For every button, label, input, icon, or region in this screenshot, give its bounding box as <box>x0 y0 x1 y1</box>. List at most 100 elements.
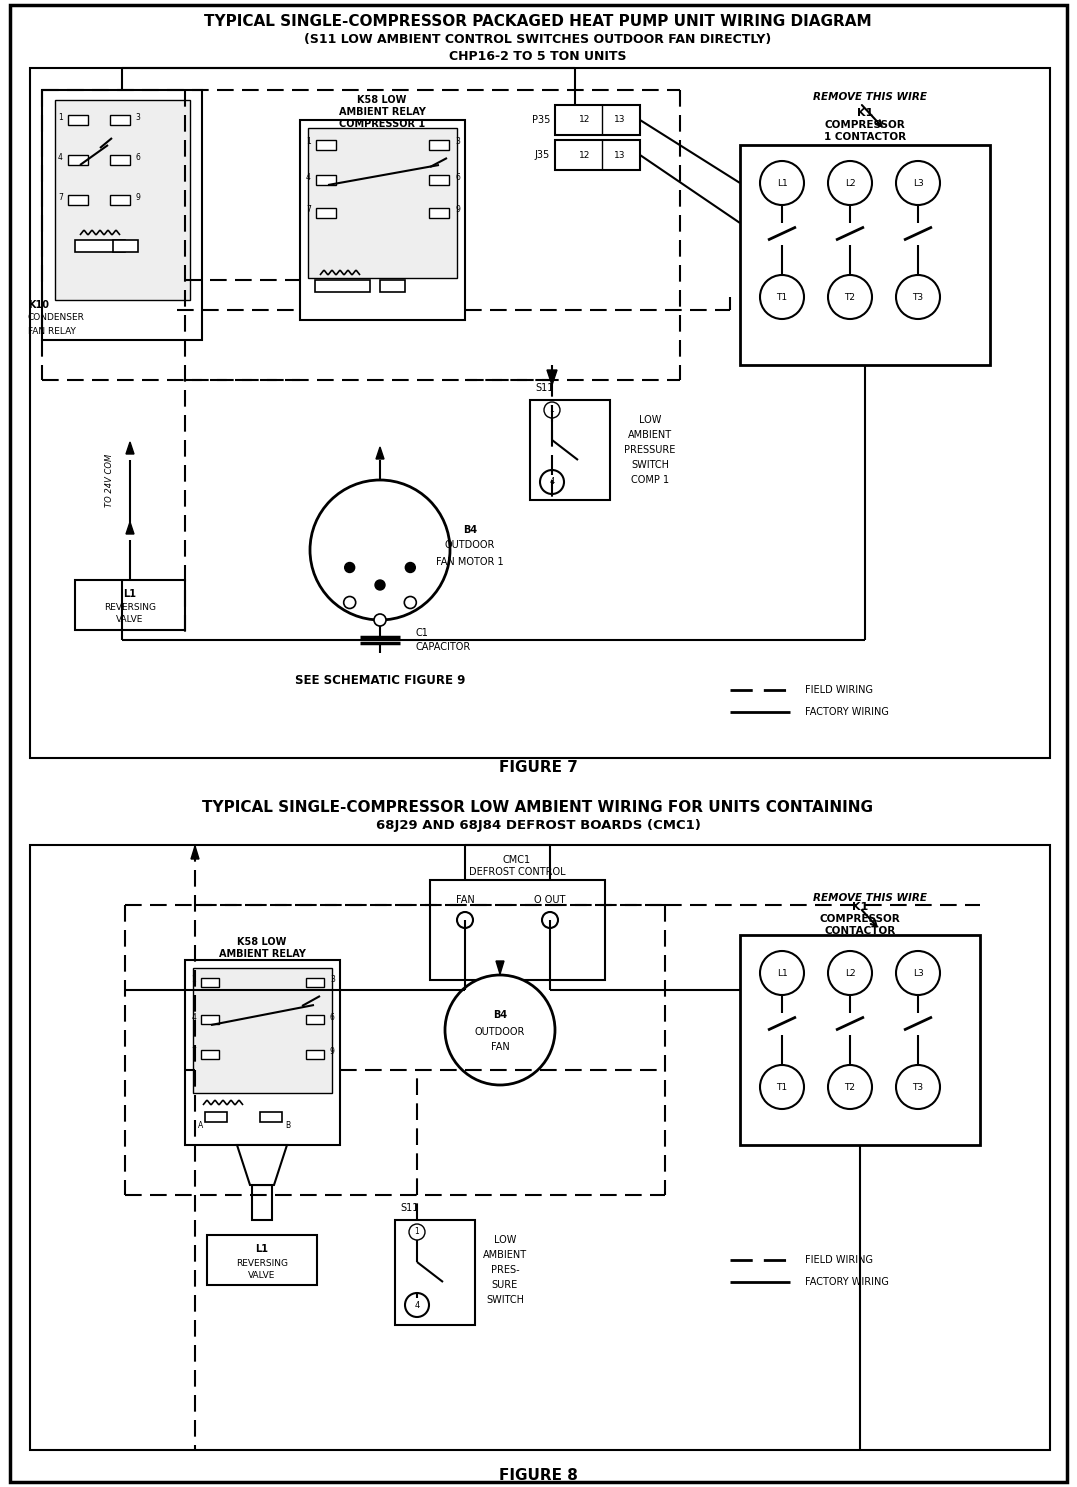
Bar <box>316 208 336 219</box>
Text: L3: L3 <box>912 178 923 187</box>
Text: T3: T3 <box>912 1083 924 1091</box>
Text: L1: L1 <box>124 589 137 599</box>
Bar <box>395 1219 475 1325</box>
Text: T2: T2 <box>844 293 855 302</box>
Text: T1: T1 <box>777 293 787 302</box>
Circle shape <box>896 275 940 320</box>
Circle shape <box>409 1224 425 1240</box>
Text: 3: 3 <box>330 975 335 984</box>
Bar <box>429 175 449 184</box>
Text: 7: 7 <box>306 205 311 214</box>
Text: FACTORY WIRING: FACTORY WIRING <box>805 1277 889 1288</box>
Circle shape <box>540 470 564 494</box>
Text: 1: 1 <box>58 113 62 122</box>
Text: COMPRESSOR: COMPRESSOR <box>820 915 900 923</box>
Circle shape <box>457 912 473 928</box>
Text: O OUT: O OUT <box>534 895 565 906</box>
Text: K1: K1 <box>857 109 873 117</box>
Bar <box>68 195 88 205</box>
Text: PRES-: PRES- <box>491 1265 519 1274</box>
Text: 3: 3 <box>454 137 460 147</box>
Text: SWITCH: SWITCH <box>486 1295 524 1306</box>
Bar <box>252 1185 272 1219</box>
Bar <box>42 91 202 341</box>
Text: CHP16-2 TO 5 TON UNITS: CHP16-2 TO 5 TON UNITS <box>449 49 627 62</box>
Text: B4: B4 <box>493 1010 507 1020</box>
Bar <box>110 114 130 125</box>
Text: K58 LOW: K58 LOW <box>237 937 286 947</box>
Bar <box>429 140 449 150</box>
Bar <box>75 580 185 630</box>
Bar <box>429 208 449 219</box>
Circle shape <box>760 952 805 995</box>
Circle shape <box>828 275 872 320</box>
Bar <box>201 1050 219 1059</box>
Circle shape <box>345 562 354 572</box>
Bar <box>530 400 610 500</box>
Bar <box>201 978 219 987</box>
Bar <box>55 100 190 300</box>
Circle shape <box>760 1065 805 1109</box>
Bar <box>306 978 324 987</box>
Text: 6: 6 <box>454 172 460 181</box>
Text: DEFROST CONTROL: DEFROST CONTROL <box>468 867 565 877</box>
Bar <box>201 1016 219 1025</box>
Text: J35: J35 <box>535 150 550 161</box>
Bar <box>314 280 370 291</box>
Text: T3: T3 <box>912 293 924 302</box>
Text: A: A <box>198 1121 202 1130</box>
Text: T2: T2 <box>844 1083 855 1091</box>
Text: 1: 1 <box>192 975 196 984</box>
Polygon shape <box>237 1145 286 1185</box>
Bar <box>260 1112 282 1123</box>
Polygon shape <box>191 846 199 859</box>
Text: 1: 1 <box>415 1227 419 1237</box>
Circle shape <box>896 952 940 995</box>
Bar <box>430 880 605 980</box>
Polygon shape <box>496 961 504 974</box>
Text: L3: L3 <box>912 968 923 977</box>
Bar <box>205 1112 227 1123</box>
Polygon shape <box>547 370 557 385</box>
Text: COMPRESSOR: COMPRESSOR <box>825 120 906 129</box>
Text: AMBIENT RELAY: AMBIENT RELAY <box>219 949 306 959</box>
Text: REVERSING: REVERSING <box>236 1258 288 1267</box>
Text: 68J29 AND 68J84 DEFROST BOARDS (CMC1): 68J29 AND 68J84 DEFROST BOARDS (CMC1) <box>376 819 700 833</box>
Polygon shape <box>126 442 134 454</box>
Text: L2: L2 <box>844 968 855 977</box>
Circle shape <box>896 161 940 205</box>
Text: 9: 9 <box>330 1047 335 1056</box>
Text: OUTDOOR: OUTDOOR <box>475 1028 526 1036</box>
Text: 4: 4 <box>306 172 311 181</box>
Text: 12: 12 <box>579 116 590 125</box>
Bar <box>30 68 1050 758</box>
Text: TYPICAL SINGLE-COMPRESSOR LOW AMBIENT WIRING FOR UNITS CONTAINING: TYPICAL SINGLE-COMPRESSOR LOW AMBIENT WI… <box>202 800 873 815</box>
Text: FAN RELAY: FAN RELAY <box>28 327 75 336</box>
Text: 4: 4 <box>191 1013 196 1022</box>
Text: SWITCH: SWITCH <box>631 459 669 470</box>
Text: 1: 1 <box>306 137 311 147</box>
Text: 9: 9 <box>454 205 460 214</box>
Text: OUTDOOR: OUTDOOR <box>445 540 495 550</box>
Bar <box>113 239 138 251</box>
Text: COMPRESSOR 1: COMPRESSOR 1 <box>339 119 425 129</box>
Circle shape <box>405 1294 429 1317</box>
Text: SURE: SURE <box>492 1280 518 1291</box>
Circle shape <box>375 580 384 590</box>
Bar <box>380 280 405 291</box>
Text: LOW: LOW <box>494 1236 516 1245</box>
Text: CMC1: CMC1 <box>503 855 531 865</box>
Circle shape <box>404 596 417 608</box>
Text: S11: S11 <box>535 384 554 393</box>
Polygon shape <box>376 448 384 459</box>
Text: FAN: FAN <box>491 1042 509 1051</box>
Circle shape <box>544 401 560 418</box>
Text: (S11 LOW AMBIENT CONTROL SWITCHES OUTDOOR FAN DIRECTLY): (S11 LOW AMBIENT CONTROL SWITCHES OUTDOO… <box>305 34 771 46</box>
Bar <box>68 114 88 125</box>
Circle shape <box>760 275 805 320</box>
Bar <box>68 155 88 165</box>
Text: AMBIENT: AMBIENT <box>482 1251 527 1259</box>
Bar <box>193 968 332 1093</box>
Text: VALVE: VALVE <box>249 1270 276 1279</box>
Bar <box>300 120 465 320</box>
